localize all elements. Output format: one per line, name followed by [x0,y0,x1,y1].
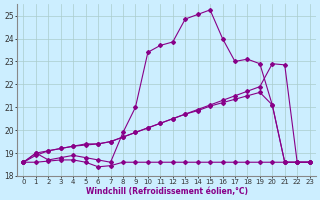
X-axis label: Windchill (Refroidissement éolien,°C): Windchill (Refroidissement éolien,°C) [85,187,248,196]
